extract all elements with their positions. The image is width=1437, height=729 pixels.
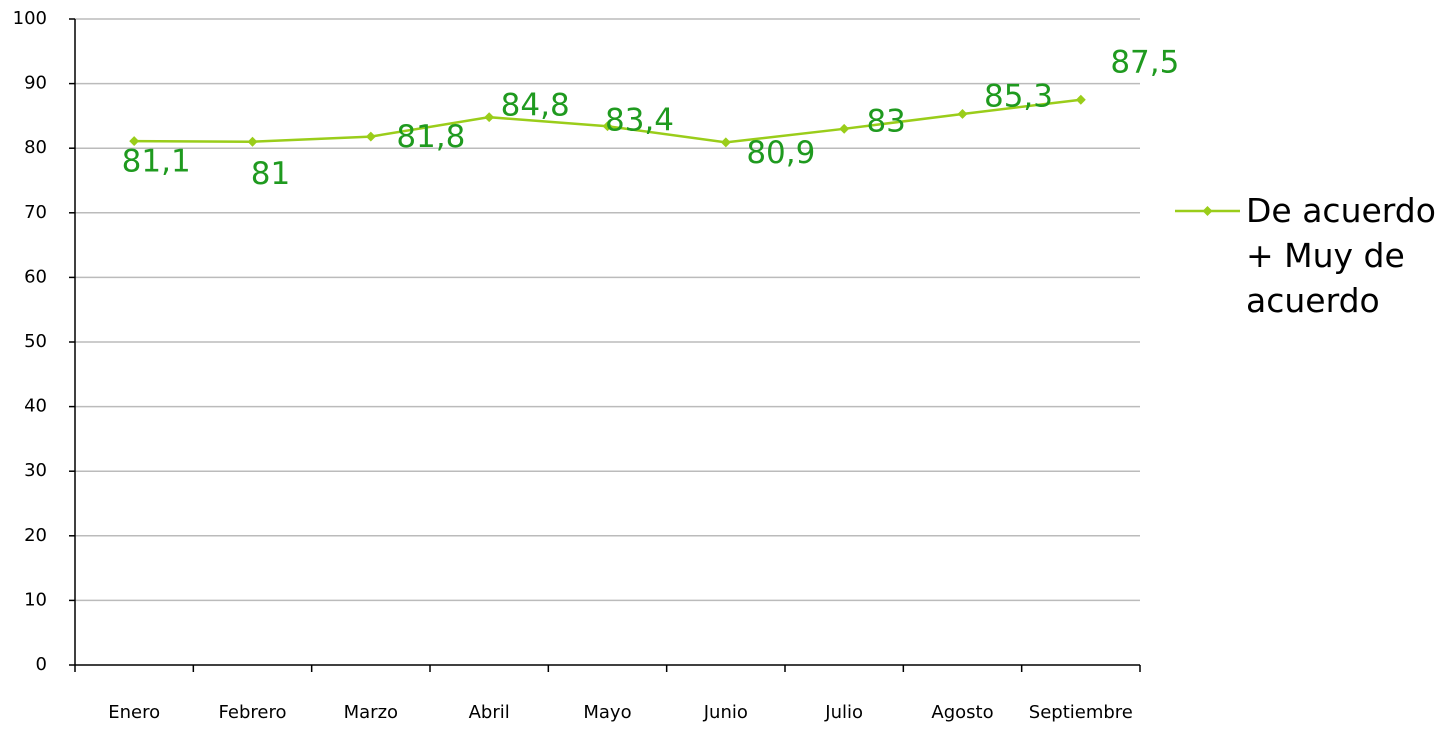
y-tick-label: 80 bbox=[24, 137, 47, 158]
marker bbox=[957, 109, 968, 119]
data-label: 85,3 bbox=[984, 78, 1053, 114]
y-tick-label: 0 bbox=[36, 654, 47, 675]
marker bbox=[1075, 94, 1086, 105]
x-tick-label: Mayo bbox=[583, 702, 631, 723]
x-tick-label: Marzo bbox=[344, 702, 398, 723]
data-label: 81,8 bbox=[396, 119, 465, 155]
y-tick-label: 70 bbox=[24, 202, 47, 223]
x-tick-label: Junio bbox=[703, 702, 748, 723]
y-tick-label: 10 bbox=[24, 589, 47, 610]
y-tick-label: 50 bbox=[24, 331, 47, 352]
marker bbox=[365, 131, 376, 142]
marker bbox=[720, 137, 731, 148]
marker bbox=[839, 123, 850, 134]
data-label: 83,4 bbox=[605, 103, 674, 139]
y-tick-label: 60 bbox=[24, 266, 47, 287]
x-tick-label: Septiembre bbox=[1029, 702, 1133, 723]
data-label: 81,1 bbox=[122, 144, 191, 180]
y-tick-label: 100 bbox=[13, 8, 47, 29]
marker bbox=[247, 136, 258, 147]
data-label: 80,9 bbox=[746, 135, 815, 171]
marker bbox=[129, 136, 140, 147]
y-tick-label: 20 bbox=[24, 525, 47, 546]
data-label: 84,8 bbox=[501, 88, 570, 124]
x-tick-label: Abril bbox=[469, 702, 510, 723]
y-tick-label: 30 bbox=[24, 460, 47, 481]
legend-label: De acuerdo + Muy de acuerdo bbox=[1246, 191, 1436, 320]
x-tick-label: Febrero bbox=[219, 702, 287, 723]
x-tick-label: Agosto bbox=[931, 702, 993, 723]
marker bbox=[602, 121, 613, 132]
y-tick-label: 90 bbox=[24, 73, 47, 94]
marker bbox=[484, 112, 495, 123]
data-label: 81 bbox=[251, 156, 290, 192]
x-tick-label: Julio bbox=[824, 702, 863, 723]
x-tick-label: Enero bbox=[108, 702, 160, 723]
y-tick-label: 40 bbox=[24, 396, 47, 417]
data-label: 83 bbox=[866, 103, 905, 139]
legend-marker bbox=[1202, 206, 1213, 216]
data-label: 87,5 bbox=[1110, 44, 1179, 80]
